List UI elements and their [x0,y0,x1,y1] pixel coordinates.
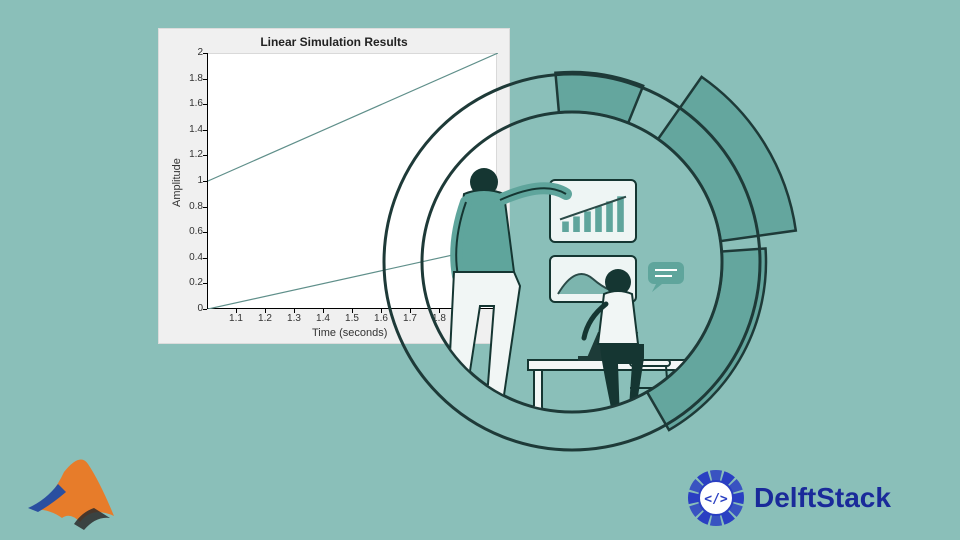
speech-bubble [648,262,684,284]
board-bar-col [617,196,624,232]
board-bar-col [573,216,580,232]
board-bar-col [562,222,569,233]
matlab-logo-icon [22,452,122,532]
svg-text:</>: </> [704,492,728,507]
delftstack-logo: </> DelftStack [684,466,891,530]
stage: Linear Simulation Results00.20.40.60.811… [0,0,960,540]
board-bar-col [584,211,591,232]
donut-illustration [0,0,960,540]
board-bar-col [595,206,602,232]
board-bar-col [606,201,613,232]
delftstack-wordmark: DelftStack [754,482,891,514]
donut-arc-1 [658,77,796,241]
delftstack-emblem-icon: </> [684,466,748,530]
